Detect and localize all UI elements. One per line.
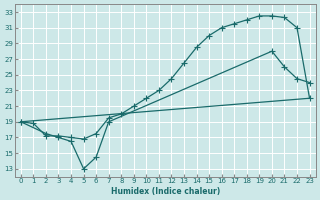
X-axis label: Humidex (Indice chaleur): Humidex (Indice chaleur)	[111, 187, 220, 196]
